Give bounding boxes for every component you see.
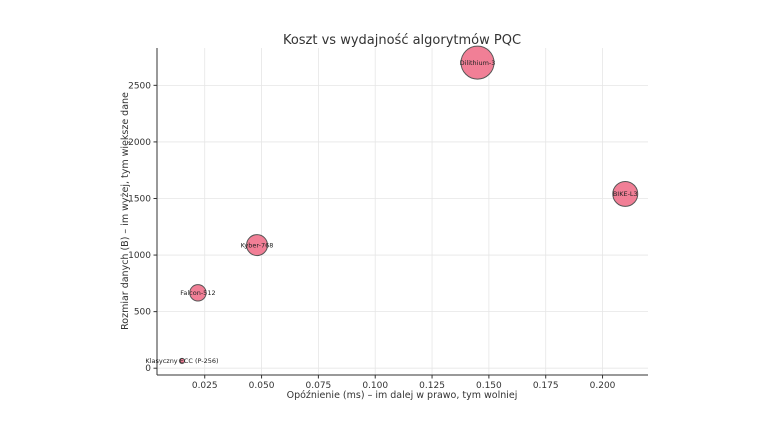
data-point [460,45,495,80]
x-axis-label: Opóźnienie (ms) – im dalej w prawo, tym … [287,390,518,401]
chart-title: Koszt vs wydajność algorytmów PQC [283,33,521,48]
data-point-label: Klasyczny ECC (P-256) [145,357,218,365]
data-point [178,357,186,365]
data-point [246,234,268,257]
grid-layer [157,48,648,375]
data-point-label: Falcon-512 [180,289,215,297]
y-axis-label: Rozmiar danych (B) – im wyżej, tym więks… [120,92,131,330]
y-tick-label: 2000 [128,138,151,148]
x-tick-label: 0.125 [419,381,445,391]
x-tick-label: 0.025 [192,381,218,391]
x-tick-label: 0.075 [306,381,332,391]
data-point-label: BIKE-L3 [613,190,638,198]
y-tick-label: 0 [145,364,151,374]
y-tick-label: 1500 [128,194,151,204]
data-point [612,181,639,207]
data-point-label: Kyber-768 [241,241,274,249]
y-tick-label: 500 [134,308,151,318]
axes-layer [156,48,648,376]
data-point [189,284,207,302]
x-tick-label: 0.150 [476,381,502,391]
ticks-layer: 0.025 0.050 0.075 0.100 0.125 0.150 0.175 0.200… [128,81,616,391]
x-tick-label: 0.050 [249,381,275,391]
x-tick-label: 0.100 [362,381,388,391]
y-tick-label: 2500 [128,81,151,91]
x-tick-label: 0.175 [533,381,559,391]
data-point-label: Dilithium-3 [460,59,496,67]
y-tick-label: 1000 [128,251,151,261]
x-tick-label: 0.200 [590,381,616,391]
points-layer: Klasyczny ECC (P-256) Falcon-512 Kyber-768… [145,45,639,365]
